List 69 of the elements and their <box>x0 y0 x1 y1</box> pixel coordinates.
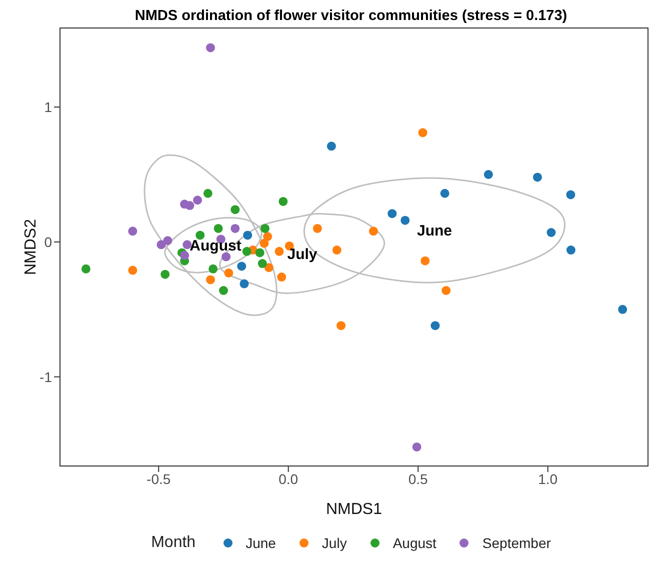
legend-label: September <box>482 535 551 551</box>
point <box>230 224 240 233</box>
point <box>420 256 430 266</box>
point <box>243 230 252 240</box>
point <box>332 246 342 255</box>
y-tick-label: -1 <box>40 368 52 385</box>
point <box>532 172 542 182</box>
annotation: June <box>417 222 452 240</box>
point <box>336 321 346 330</box>
point <box>546 228 556 237</box>
legend-label: June <box>246 535 276 551</box>
x-tick-label: -0.5 <box>146 470 171 487</box>
point <box>163 236 172 246</box>
legend-label: August <box>392 535 436 551</box>
point <box>442 286 451 296</box>
point <box>206 275 216 284</box>
point <box>230 205 240 214</box>
point <box>260 224 270 233</box>
point <box>180 250 190 260</box>
annotation: July <box>287 246 318 264</box>
point <box>214 224 223 233</box>
point <box>196 230 205 240</box>
y-tick-label: 1 <box>44 99 52 116</box>
point <box>274 246 284 256</box>
point <box>566 246 576 255</box>
point <box>264 263 274 272</box>
point <box>260 238 269 248</box>
point <box>128 266 138 275</box>
annotation: August <box>190 238 242 255</box>
x-axis-title: NMDS1 <box>326 501 382 518</box>
point <box>242 246 252 256</box>
point <box>263 232 272 242</box>
point <box>237 262 246 271</box>
legend-label: July <box>322 535 347 551</box>
point <box>128 226 138 236</box>
point <box>368 226 378 236</box>
x-tick-label: 0.0 <box>278 470 298 487</box>
point <box>258 259 267 268</box>
point <box>203 188 212 198</box>
point <box>566 190 576 200</box>
point <box>440 188 450 198</box>
point <box>326 142 336 151</box>
point <box>312 224 322 233</box>
point <box>430 321 440 330</box>
point <box>156 240 166 250</box>
point <box>278 196 288 206</box>
y-tick-label: 0 <box>44 234 52 250</box>
point <box>208 264 218 274</box>
point <box>418 128 428 138</box>
legend-title: Month <box>151 534 196 552</box>
point <box>412 442 422 452</box>
point <box>255 248 264 258</box>
x-tick-label: 0.5 <box>408 470 428 487</box>
point <box>193 196 202 205</box>
point <box>618 304 628 314</box>
point <box>81 264 90 274</box>
point <box>218 286 228 296</box>
point <box>388 209 397 218</box>
y-axis-title: NMDS2 <box>22 218 40 276</box>
point <box>185 201 194 210</box>
point <box>240 279 249 288</box>
chart-title: NMDS ordination of flower visitor communities (stress = 0.173) <box>134 8 568 26</box>
x-tick-label: 1.0 <box>538 470 558 487</box>
point <box>224 268 234 278</box>
point <box>277 272 286 282</box>
point <box>400 216 410 225</box>
point <box>206 43 216 52</box>
point <box>160 270 170 279</box>
point <box>484 170 493 179</box>
